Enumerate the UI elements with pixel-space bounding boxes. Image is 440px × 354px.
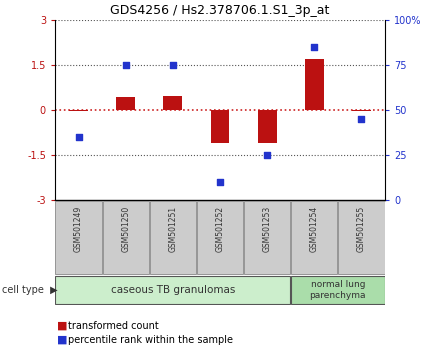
Point [216, 179, 224, 185]
Bar [163, 96, 182, 110]
Point [75, 134, 82, 140]
Point [264, 152, 271, 158]
Text: percentile rank within the sample: percentile rank within the sample [68, 335, 233, 345]
Point [311, 44, 318, 50]
Bar [258, 110, 277, 143]
Bar [69, 110, 88, 111]
Bar [211, 110, 229, 143]
Bar [116, 97, 135, 110]
Text: normal lung
parenchyma: normal lung parenchyma [310, 280, 366, 300]
Text: ■: ■ [57, 335, 67, 345]
Text: transformed count: transformed count [68, 321, 159, 331]
Bar [352, 110, 371, 111]
Text: cell type  ▶: cell type ▶ [2, 285, 58, 295]
FancyBboxPatch shape [55, 276, 290, 304]
Point [169, 62, 176, 68]
FancyBboxPatch shape [244, 201, 290, 274]
FancyBboxPatch shape [150, 201, 196, 274]
Title: GDS4256 / Hs2.378706.1.S1_3p_at: GDS4256 / Hs2.378706.1.S1_3p_at [110, 5, 330, 17]
Text: GSM501254: GSM501254 [310, 206, 319, 252]
Point [122, 62, 129, 68]
FancyBboxPatch shape [55, 201, 102, 274]
FancyBboxPatch shape [103, 201, 149, 274]
Text: GSM501252: GSM501252 [216, 206, 224, 252]
Text: GSM501249: GSM501249 [74, 206, 83, 252]
FancyBboxPatch shape [291, 276, 385, 304]
FancyBboxPatch shape [197, 201, 243, 274]
Text: GSM501255: GSM501255 [357, 206, 366, 252]
Text: GSM501250: GSM501250 [121, 206, 130, 252]
Point [358, 116, 365, 122]
FancyBboxPatch shape [338, 201, 385, 274]
Text: caseous TB granulomas: caseous TB granulomas [111, 285, 235, 295]
FancyBboxPatch shape [291, 201, 337, 274]
Text: GSM501251: GSM501251 [169, 206, 177, 252]
Text: GSM501253: GSM501253 [263, 206, 271, 252]
Text: ■: ■ [57, 321, 67, 331]
Bar [305, 59, 324, 110]
